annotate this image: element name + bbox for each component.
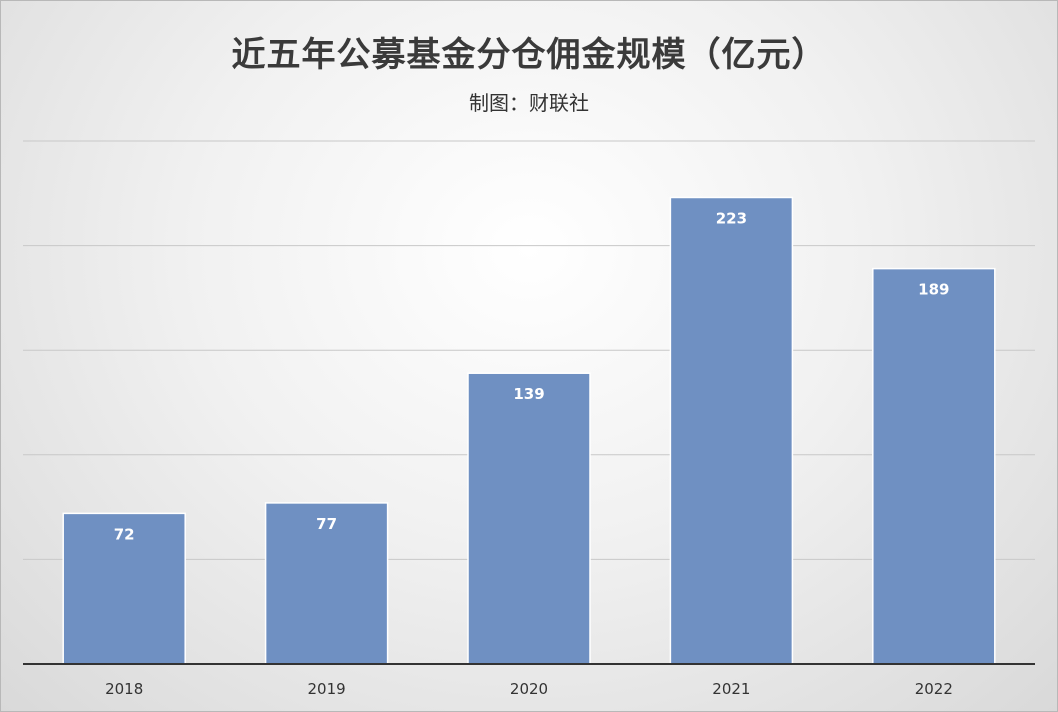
x-axis-tick-labels: 2018 2019 2020 2021 2022 [105, 680, 953, 698]
x-tick-label-2021: 2021 [712, 680, 750, 698]
x-tick-label-2018: 2018 [105, 680, 143, 698]
chart-subtitle: 制图：财联社 [469, 91, 589, 115]
bar-2022 [872, 267, 996, 665]
data-label-2018: 72 [114, 525, 135, 543]
bar-2018 [62, 512, 186, 665]
bar-2020 [467, 372, 591, 665]
bars [62, 196, 996, 665]
data-label-2020: 139 [513, 385, 544, 403]
data-label-2022: 189 [918, 281, 949, 299]
bar-2019 [264, 502, 389, 665]
x-tick-label-2022: 2022 [915, 680, 953, 698]
data-labels: 72 77 139 223 189 [114, 209, 950, 543]
x-tick-label-2020: 2020 [510, 680, 548, 698]
data-label-2019: 77 [316, 515, 337, 533]
data-label-2021: 223 [716, 209, 747, 227]
bar-2021 [669, 196, 794, 665]
x-tick-label-2019: 2019 [308, 680, 346, 698]
chart-title: 近五年公募基金分仓佣金规模（亿元） [231, 35, 827, 75]
